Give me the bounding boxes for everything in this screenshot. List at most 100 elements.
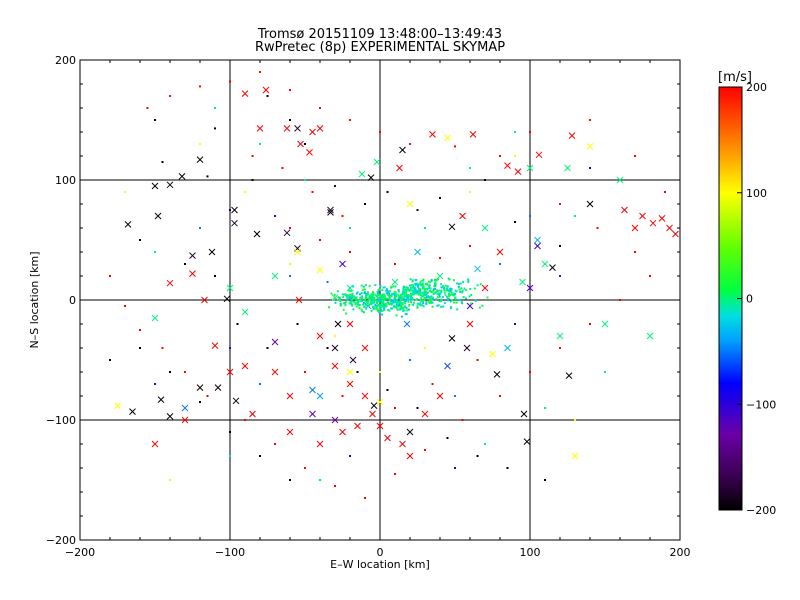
cluster-point	[376, 299, 379, 302]
cluster-point	[372, 293, 375, 296]
cluster-point	[356, 291, 359, 294]
cluster-point	[422, 279, 425, 282]
cluster-point	[386, 290, 389, 293]
cluster-point	[382, 286, 385, 289]
cross-point	[354, 422, 361, 430]
cluster-point	[343, 293, 346, 296]
cross-point	[334, 320, 342, 328]
cluster-point	[374, 284, 377, 287]
cluster-point	[457, 299, 460, 302]
cluster-point	[396, 293, 399, 296]
dot-point	[589, 323, 591, 325]
cross-point	[249, 410, 256, 418]
cross-point	[520, 410, 528, 418]
cluster-point	[440, 289, 443, 292]
dot-point	[379, 371, 381, 373]
cluster-point	[429, 289, 432, 292]
cluster-point	[419, 293, 422, 296]
cluster-point	[371, 295, 374, 298]
x-tick-label: −200	[65, 546, 95, 559]
cluster-point	[390, 293, 393, 296]
cluster-point	[344, 304, 347, 307]
cluster-point	[412, 303, 415, 306]
cluster-point	[399, 302, 402, 305]
cluster-point	[405, 286, 408, 289]
dot-point	[311, 191, 314, 193]
dot-point	[184, 371, 186, 373]
cluster-point	[468, 295, 471, 298]
cross-point	[226, 284, 234, 292]
cross-point	[586, 200, 594, 208]
dot-point	[544, 407, 546, 409]
cluster-point	[387, 302, 390, 305]
dot-point	[259, 143, 261, 145]
cross-point	[196, 384, 204, 391]
cross-point	[358, 170, 366, 178]
cluster-point	[478, 306, 481, 309]
cluster-point	[426, 288, 429, 291]
cluster-point	[438, 293, 441, 296]
cluster-point	[416, 298, 419, 301]
dot-point	[229, 347, 231, 349]
cross-point	[286, 428, 294, 436]
cluster-point	[381, 309, 384, 312]
cross-point	[526, 284, 534, 292]
dot-point	[326, 347, 329, 349]
cluster-point	[456, 308, 459, 311]
cluster-point	[419, 281, 422, 284]
cluster-point	[430, 280, 433, 283]
cluster-point	[425, 288, 428, 291]
cluster-point	[369, 298, 372, 301]
cluster-point	[430, 290, 433, 293]
cluster-point	[413, 293, 416, 296]
cluster-point	[370, 309, 373, 312]
cluster-point	[479, 283, 482, 286]
dot-point	[424, 449, 426, 451]
dot-point	[596, 227, 599, 229]
cluster-point	[379, 297, 382, 300]
cluster-point	[431, 297, 434, 300]
dot-point	[244, 419, 246, 421]
cluster-point	[448, 289, 451, 292]
cross-point	[666, 224, 673, 232]
colorbar-tick-label: 0	[746, 293, 753, 306]
cluster-point	[395, 304, 398, 307]
cluster-point	[390, 302, 393, 305]
cluster-point	[388, 292, 391, 295]
cluster-point	[429, 287, 432, 290]
dot-point	[499, 263, 501, 265]
cross-point	[571, 452, 579, 460]
cluster-point	[381, 289, 384, 292]
cluster-point	[403, 297, 406, 300]
cluster-point	[411, 280, 414, 283]
cluster-point	[375, 307, 378, 310]
cluster-point	[419, 287, 422, 290]
dot-point	[319, 479, 321, 481]
cluster-point	[419, 288, 422, 291]
dot-point	[529, 215, 531, 217]
cluster-point	[393, 304, 396, 307]
dot-point	[304, 179, 306, 181]
cross-point	[151, 314, 159, 322]
dot-point	[169, 95, 171, 97]
cluster-point	[364, 298, 367, 301]
cluster-point	[431, 305, 434, 308]
cluster-point	[386, 291, 389, 294]
cluster-point	[450, 299, 453, 302]
cluster-point	[449, 288, 452, 291]
dot-point	[214, 127, 216, 130]
cluster-point	[409, 301, 412, 304]
cross-point	[294, 248, 301, 256]
cluster-point	[381, 313, 384, 316]
dot-point	[341, 215, 344, 217]
cluster-point	[404, 290, 407, 293]
dot-point	[454, 395, 456, 397]
cross-point	[444, 362, 451, 370]
dot-point	[281, 167, 284, 169]
dot-point	[446, 437, 449, 439]
cluster-point	[405, 291, 408, 294]
cluster-point	[385, 304, 388, 307]
cluster-point	[453, 294, 456, 297]
cluster-point	[409, 278, 412, 281]
cluster-point	[467, 280, 470, 283]
